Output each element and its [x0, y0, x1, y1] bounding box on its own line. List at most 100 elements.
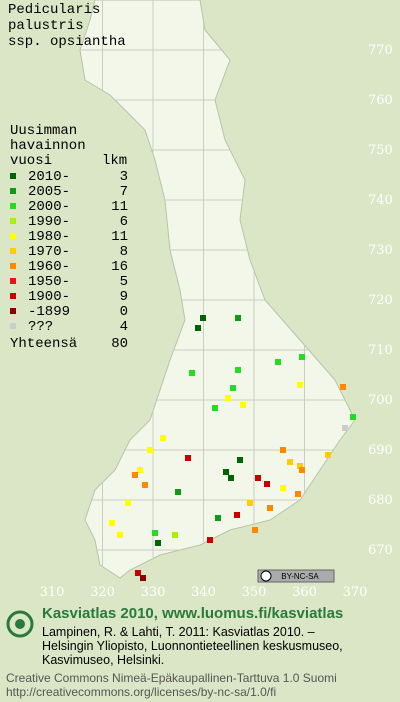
citation: Kasvimuseo, Helsinki. — [42, 653, 164, 667]
observation — [297, 463, 303, 469]
observation — [350, 414, 356, 420]
legend-swatch — [10, 203, 16, 209]
observation — [234, 512, 240, 518]
legend-swatch — [10, 173, 16, 179]
x-label: 370 — [343, 585, 368, 600]
legend-swatch — [10, 233, 16, 239]
observation — [299, 467, 305, 473]
observation — [230, 385, 236, 391]
legend-label: 1980- — [28, 229, 70, 245]
logo-ring — [6, 610, 34, 638]
observation — [340, 384, 346, 390]
observation — [189, 370, 195, 376]
x-label: 310 — [40, 585, 65, 600]
observation — [207, 537, 213, 543]
legend-swatch — [10, 263, 16, 269]
observation — [247, 500, 253, 506]
observation — [172, 532, 178, 538]
cc-icon — [260, 570, 272, 582]
legend-swatch — [10, 188, 16, 194]
y-label: 740 — [368, 193, 393, 208]
species-name: palustris — [8, 18, 84, 34]
legend-swatch — [10, 218, 16, 224]
observation — [175, 489, 181, 495]
observation — [212, 405, 218, 411]
observation — [117, 532, 123, 538]
legend-heading: havainnon — [10, 138, 86, 154]
legend-label: ??? — [28, 319, 53, 335]
observation — [235, 315, 241, 321]
observation — [240, 402, 246, 408]
observation — [325, 452, 331, 458]
legend-count: 4 — [120, 319, 128, 335]
y-label: 750 — [368, 143, 393, 158]
legend-label: 1990- — [28, 214, 70, 230]
y-label: 670 — [368, 543, 393, 558]
x-label: 330 — [141, 585, 166, 600]
observation — [237, 457, 243, 463]
observation — [147, 447, 153, 453]
total-count: 80 — [111, 336, 128, 352]
logo-center — [15, 619, 25, 629]
badge-box — [257, 569, 335, 583]
legend-count: 0 — [120, 304, 128, 320]
legend-swatch — [10, 323, 16, 329]
license-badge: BY-NC-SA — [257, 569, 335, 583]
observation — [125, 500, 131, 506]
legend-swatch — [10, 248, 16, 254]
observation — [267, 505, 273, 511]
observation — [215, 515, 221, 521]
y-label: 700 — [368, 393, 393, 408]
legend-swatch — [10, 308, 16, 314]
y-label: 680 — [368, 493, 393, 508]
observation — [295, 491, 301, 497]
observation — [255, 475, 261, 481]
observation — [160, 435, 166, 441]
legend-swatch — [10, 293, 16, 299]
legend-heading: vuosi — [10, 153, 52, 169]
citation: Helsingin Yliopisto, Luonnontieteellinen… — [42, 639, 343, 653]
legend-count: 3 — [120, 169, 128, 185]
brand: Kasviatlas 2010, www.luomus.fi/kasviatla… — [42, 605, 343, 622]
observations — [109, 315, 356, 581]
y-label: 690 — [368, 443, 393, 458]
y-label: 720 — [368, 293, 393, 308]
observation — [135, 570, 141, 576]
legend-label: 1950- — [28, 274, 70, 290]
observation — [235, 367, 241, 373]
observation — [155, 540, 161, 546]
observation — [225, 395, 231, 401]
observation — [275, 359, 281, 365]
license-text: http://creativecommons.org/licenses/by-n… — [6, 685, 276, 699]
observation — [137, 467, 143, 473]
legend-label: 1900- — [28, 289, 70, 305]
logo — [6, 610, 34, 638]
legend-count: 7 — [120, 184, 128, 200]
species-name: Pedicularis — [8, 2, 100, 18]
observation — [195, 325, 201, 331]
y-label: 760 — [368, 93, 393, 108]
license-text: Creative Commons Nimeä-Epäkaupallinen-Ta… — [6, 671, 337, 685]
legend-label: 1970- — [28, 244, 70, 260]
y-label: 710 — [368, 343, 393, 358]
x-label: 360 — [292, 585, 317, 600]
legend-label: 2010- — [28, 169, 70, 185]
x-label: 340 — [191, 585, 216, 600]
x-label: 320 — [90, 585, 115, 600]
legend-heading: Uusimman — [10, 123, 77, 139]
observation — [200, 315, 206, 321]
legend-count: 11 — [111, 199, 128, 215]
legend-count: 11 — [111, 229, 128, 245]
observation — [264, 481, 270, 487]
legend-count: 6 — [120, 214, 128, 230]
species-name: ssp. opsiantha — [8, 34, 126, 50]
legend-count: 9 — [120, 289, 128, 305]
total-label: Yhteensä — [10, 336, 77, 352]
observation — [280, 447, 286, 453]
legend-label: 2000- — [28, 199, 70, 215]
finland-outline — [79, 0, 356, 579]
y-label: 730 — [368, 243, 393, 258]
observation — [342, 425, 348, 431]
